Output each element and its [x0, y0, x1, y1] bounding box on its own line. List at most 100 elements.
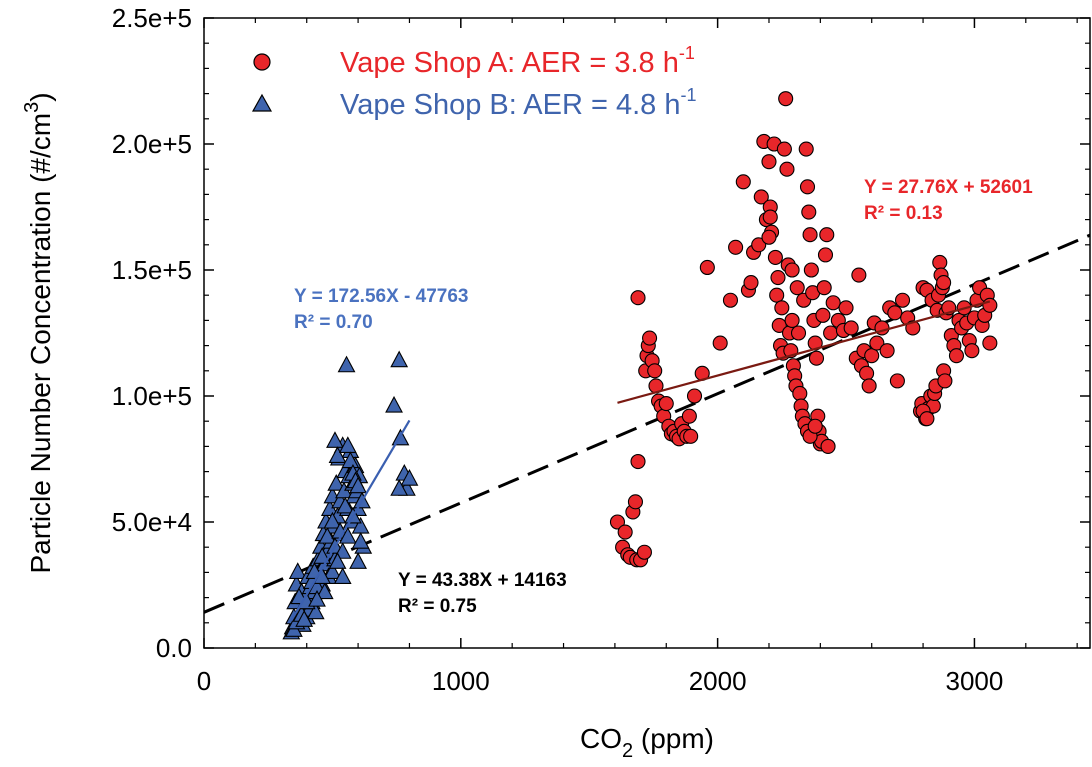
data-point-series-a: [642, 330, 658, 346]
data-point-series-a: [699, 259, 715, 276]
data-point-series-a: [627, 494, 643, 510]
equation-annotations: Y = 27.76X + 52601 R² = 0.13 Y = 172.56X…: [294, 177, 1033, 617]
data-point-series-a: [735, 174, 751, 190]
data-point-series-a: [948, 348, 965, 364]
data-point-series-a: [774, 300, 790, 316]
data-point-series-a: [887, 305, 903, 321]
data-point-series-b: [385, 395, 403, 413]
legend-marker-series-a: [253, 53, 271, 71]
data-point-series-b: [338, 526, 357, 544]
data-point-series-b: [338, 436, 357, 453]
equation-series-a: Y = 27.76X + 52601: [864, 177, 1033, 198]
data-point-series-a: [686, 388, 703, 404]
legend-marker-series-b: [251, 93, 273, 112]
x-tick-label: 1000: [432, 666, 490, 696]
data-point-series-a: [936, 275, 952, 291]
data-point-series-a: [712, 335, 728, 351]
r2-series-a: R² = 0.13: [864, 203, 943, 224]
data-point-series-a: [761, 154, 777, 170]
data-point-series-a: [859, 365, 875, 381]
data-point-series-a: [784, 262, 800, 278]
legend: Vape Shop A: AER = 3.8 h-1 Vape Shop B: …: [251, 43, 696, 121]
data-point-series-a: [681, 408, 697, 424]
data-point-series-a: [722, 292, 739, 308]
data-point-series-a: [816, 280, 832, 296]
data-point-series-b: [315, 582, 334, 600]
data-point-series-a: [658, 396, 674, 412]
data-point-series-b: [288, 562, 307, 579]
data-point-series-a: [728, 239, 744, 255]
data-point-series-a: [779, 161, 795, 177]
data-point-series-b: [318, 526, 337, 544]
y-axis-title: Particle Number Concentration (#/cm3): [21, 92, 56, 573]
data-point-series-a: [825, 295, 841, 311]
data-point-series-a: [851, 267, 867, 283]
data-point-series-a: [838, 300, 854, 316]
legend-label-series-b: Vape Shop B: AER = 4.8 h-1: [340, 85, 696, 121]
data-point-series-a: [843, 320, 859, 336]
data-point-series-b: [341, 451, 360, 469]
data-point-series-a: [807, 418, 823, 434]
data-point-series-b: [295, 610, 314, 627]
data-point-series-a: [982, 297, 998, 313]
data-point-series-b: [390, 479, 409, 496]
data-point-series-b: [349, 476, 368, 494]
data-point-series-b: [400, 468, 419, 486]
data-point-series-a: [771, 317, 787, 333]
data-point-series-a: [894, 292, 911, 308]
data-point-series-a: [802, 227, 818, 243]
data-point-series-a: [817, 247, 834, 263]
data-point-series-b: [306, 602, 325, 620]
data-point-series-a: [609, 514, 626, 530]
data-point-series-a: [630, 453, 646, 470]
data-point-series-b: [337, 355, 356, 373]
data-point-series-b: [390, 350, 409, 368]
y-tick-label: 5.0e+4: [112, 507, 192, 537]
data-point-series-a: [776, 141, 792, 157]
x-tick-label: 2000: [689, 666, 747, 696]
data-point-series-a: [790, 325, 807, 341]
axes: 0 1000 2000 3000 0.0 5.0e+4 1.0e+5 1.5e+5 2.0e+5…: [112, 3, 1091, 696]
data-point-series-b: [333, 567, 352, 584]
r2-overall: R² = 0.75: [398, 596, 477, 617]
data-point-series-a: [982, 335, 998, 351]
data-point-series-a: [801, 204, 817, 220]
data-point-series-a: [792, 385, 808, 402]
y-tick-label: 0.0: [156, 633, 192, 663]
data-point-series-a: [647, 363, 663, 379]
data-point-series-b: [328, 552, 347, 569]
equation-overall: Y = 43.38X + 14163: [398, 570, 567, 591]
y-tick-label: 1.5e+5: [112, 255, 192, 285]
plot-area: [204, 91, 1090, 640]
data-point-series-a: [869, 335, 885, 351]
data-point-series-a: [864, 348, 880, 364]
data-point-series-a: [767, 249, 783, 265]
data-point-series-a: [932, 254, 948, 270]
data-point-series-a: [815, 307, 831, 323]
data-point-series-a: [799, 179, 816, 195]
data-point-series-a: [819, 227, 835, 243]
data-point-series-a: [778, 91, 794, 107]
data-point-series-a: [789, 280, 805, 296]
data-point-series-b: [327, 474, 346, 491]
equation-series-b: Y = 172.56X - 47763: [294, 286, 469, 307]
legend-label-series-a: Vape Shop A: AER = 3.8 h-1: [340, 43, 695, 79]
data-point-series-a: [879, 343, 895, 359]
y-tick-label: 1.0e+5: [112, 381, 192, 411]
data-point-series-a: [743, 275, 759, 291]
data-point-series-a: [964, 343, 980, 359]
data-point-series-a: [769, 287, 785, 303]
data-point-series-b: [328, 446, 347, 464]
data-point-series-a: [889, 373, 905, 389]
y-tick-label: 2.5e+5: [112, 3, 192, 33]
data-point-series-a: [762, 209, 778, 225]
data-point-series-a: [803, 262, 819, 278]
data-point-series-a: [770, 270, 786, 286]
fit-line-series-a: [617, 300, 991, 404]
data-point-series-a: [630, 290, 646, 306]
data-point-series-a: [751, 237, 767, 253]
data-point-series-a: [861, 378, 877, 394]
fit-line-series-b: [290, 419, 411, 622]
data-point-series-a: [820, 438, 836, 454]
